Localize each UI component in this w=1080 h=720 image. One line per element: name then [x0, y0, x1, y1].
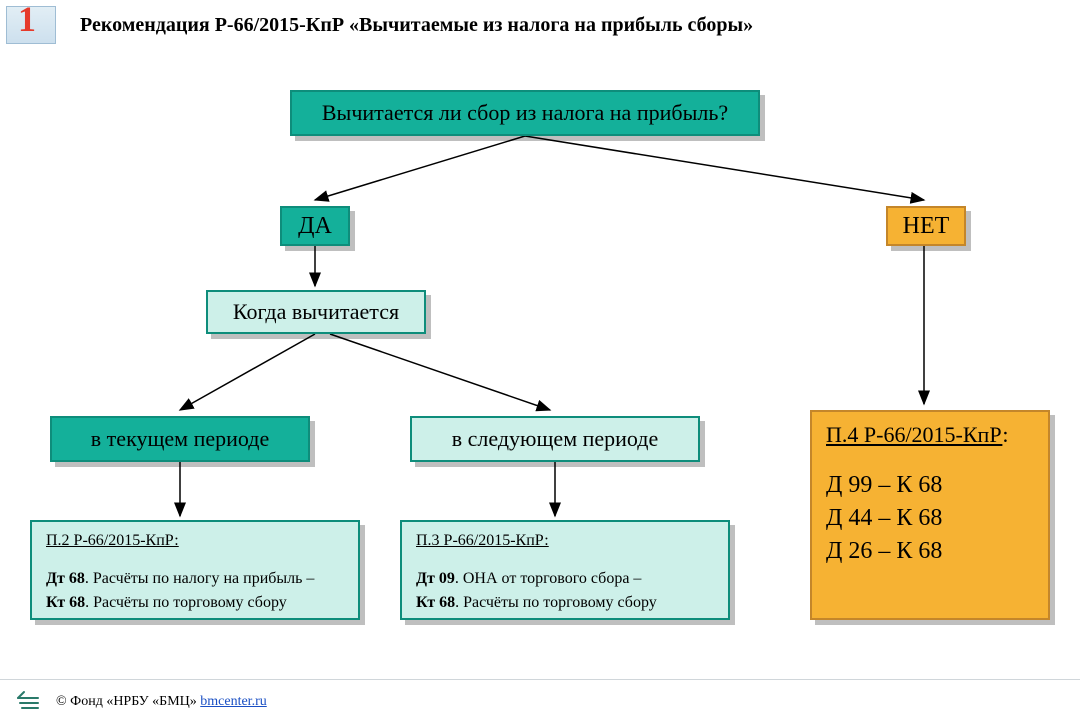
- node-no: НЕТ: [886, 206, 966, 246]
- footer-link[interactable]: bmcenter.ru: [200, 694, 266, 709]
- footer-logo-icon: [14, 688, 42, 712]
- node-next-period: в следующем периоде: [410, 416, 700, 462]
- node-yes: ДА: [280, 206, 350, 246]
- slide: 1 Рекомендация Р-66/2015-КпР «Вычитаемые…: [0, 0, 1080, 720]
- slide-number: 1: [18, 0, 36, 40]
- footer-copyright: © Фонд «НРБУ «БМЦ»: [56, 694, 200, 709]
- node-result-current: П.2 Р-66/2015-КпР:Дт 68. Расчёты по нало…: [30, 520, 360, 620]
- footer-text: © Фонд «НРБУ «БМЦ» bmcenter.ru: [56, 694, 267, 710]
- node-current-period: в текущем периоде: [50, 416, 310, 462]
- node-question-1: Вычитается ли сбор из налога на прибыль?: [290, 90, 760, 136]
- node-question-2: Когда вычитается: [206, 290, 426, 334]
- node-result-no: П.4 Р-66/2015-КпР:Д 99 – К 68Д 44 – К 68…: [810, 410, 1050, 620]
- page-title: Рекомендация Р-66/2015-КпР «Вычитаемые и…: [80, 14, 1040, 37]
- node-result-next: П.3 Р-66/2015-КпР:Дт 09. ОНА от торговог…: [400, 520, 730, 620]
